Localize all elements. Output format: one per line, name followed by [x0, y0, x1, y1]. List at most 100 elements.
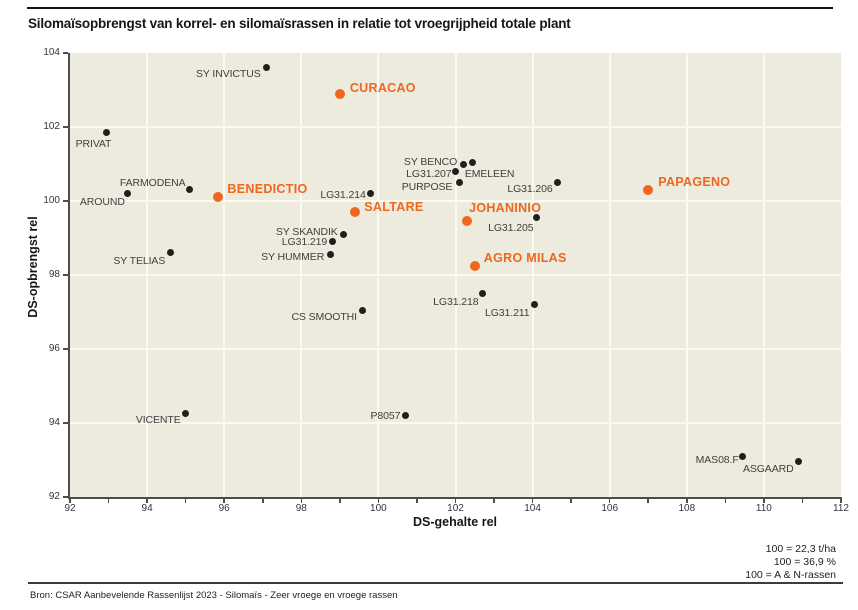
- note-line: 100 = A & N-rassen: [745, 568, 836, 581]
- data-point-label: SY SKANDIK: [275, 226, 338, 239]
- x-axis-tick: [531, 499, 534, 503]
- top-rule: [27, 7, 833, 9]
- x-axis-tick: [107, 499, 110, 503]
- x-axis-tick-label: 98: [295, 503, 307, 514]
- gridline-horizontal: [70, 348, 841, 350]
- gridline-horizontal: [70, 126, 841, 128]
- data-point-label: P8057: [370, 409, 401, 422]
- data-point: [469, 158, 477, 166]
- data-point: [739, 452, 747, 460]
- data-point: [359, 306, 367, 314]
- x-axis-tick: [261, 499, 264, 503]
- data-point: [340, 230, 348, 238]
- data-point-label: LG31.218: [433, 295, 479, 308]
- data-point-label: LG31.219: [281, 235, 328, 248]
- y-axis-line: [68, 53, 70, 499]
- x-axis-tick-label: 100: [370, 503, 387, 514]
- data-point: [213, 192, 224, 203]
- data-point-label: LG31.205: [488, 221, 534, 234]
- data-point: [182, 410, 190, 418]
- y-axis-tick: [63, 422, 68, 424]
- data-point-label: SY HUMMER: [261, 250, 325, 263]
- x-axis-tick-label: 104: [524, 503, 541, 514]
- x-axis-tick: [493, 499, 495, 503]
- data-point: [166, 249, 174, 257]
- data-point-label: JOHANINIO: [469, 201, 542, 216]
- bottom-rule: [28, 582, 843, 584]
- data-point: [531, 301, 539, 309]
- note-line: 100 = 36,9 %: [773, 555, 836, 568]
- data-point: [462, 216, 473, 227]
- x-axis-tick: [223, 499, 225, 503]
- x-axis-tick-label: 96: [218, 503, 230, 514]
- data-point-label: VICENTE: [135, 413, 181, 426]
- x-axis-tick: [686, 499, 688, 503]
- data-point-label: PRIVAT: [75, 137, 112, 150]
- data-point: [532, 214, 540, 222]
- data-point-label: LG31.206: [507, 182, 553, 195]
- y-axis-tick: [63, 52, 68, 54]
- x-axis-tick: [416, 499, 418, 503]
- gridline-horizontal: [70, 274, 841, 276]
- y-axis-tick-label: 98: [48, 269, 60, 280]
- data-point: [124, 190, 132, 198]
- y-axis-tick: [63, 348, 68, 350]
- data-point-label: SALTARE: [364, 200, 424, 215]
- x-axis-tick: [647, 499, 650, 503]
- x-axis-tick-label: 94: [141, 503, 153, 514]
- y-axis-tick: [63, 274, 68, 276]
- data-point-label: AROUND: [79, 195, 125, 208]
- y-axis-tick-label: 104: [43, 47, 60, 58]
- x-axis-tick: [300, 499, 303, 503]
- x-axis-tick-label: 110: [755, 503, 772, 514]
- y-axis-tick-label: 96: [48, 343, 60, 354]
- gridline-horizontal: [70, 422, 841, 424]
- x-axis-tick-label: 108: [678, 503, 696, 514]
- data-point-label: FARMODENA: [119, 176, 186, 189]
- data-point-label: LG31.211: [484, 306, 530, 319]
- y-axis-tick-label: 100: [43, 195, 60, 206]
- data-point: [478, 290, 486, 297]
- x-axis-tick: [840, 499, 842, 503]
- x-axis-tick: [146, 499, 148, 503]
- y-axis-tick-label: 102: [43, 121, 60, 132]
- x-axis-tick: [69, 499, 71, 503]
- data-point-label: ASGAARD: [742, 462, 794, 475]
- x-axis-tick: [801, 499, 804, 503]
- data-point: [401, 412, 409, 420]
- data-point-label: BENEDICTIO: [227, 182, 308, 197]
- data-point: [459, 160, 467, 168]
- x-axis-tick: [724, 499, 727, 503]
- plot-area: [70, 53, 841, 497]
- data-point-label: SY BENCO: [403, 156, 458, 168]
- data-point: [469, 260, 480, 271]
- data-point: [334, 88, 345, 99]
- data-point-label: CURACAO: [349, 80, 416, 95]
- data-point-label: LG31.207: [406, 168, 452, 181]
- x-axis-title: DS-gehalte rel: [412, 515, 498, 529]
- data-point-label: MAS08.F: [695, 454, 739, 467]
- data-point: [186, 186, 193, 194]
- data-point-label: AGRO MILAS: [483, 250, 567, 265]
- y-axis-tick-label: 94: [48, 417, 60, 428]
- x-axis-tick: [763, 499, 765, 503]
- x-axis-tick-label: 92: [64, 503, 76, 514]
- data-point: [554, 179, 562, 186]
- chart-title: Silomaïsopbrengst van korrel- en silomaï…: [28, 16, 571, 31]
- data-point-label: LG31.214: [320, 188, 366, 201]
- x-axis-tick-label: 102: [447, 503, 464, 514]
- y-axis-title: DS-opbrengst rel: [26, 216, 40, 318]
- data-point: [350, 207, 361, 218]
- data-point: [455, 179, 463, 186]
- data-point: [795, 458, 803, 466]
- data-point: [328, 238, 336, 246]
- data-point-label: PAPAGENO: [658, 174, 731, 189]
- y-axis-tick: [63, 200, 68, 202]
- y-axis-tick-label: 92: [48, 491, 60, 502]
- y-axis-tick: [63, 126, 68, 128]
- x-axis-tick: [339, 499, 341, 503]
- x-axis-tick-label: 112: [833, 503, 849, 514]
- data-point-label: SY INVICTUS: [195, 67, 261, 80]
- data-point-label: EMELEEN: [464, 168, 515, 181]
